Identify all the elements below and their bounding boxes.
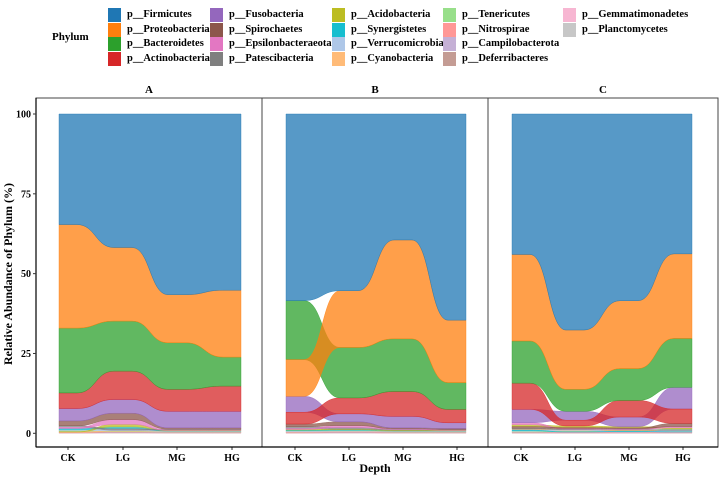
- flow-firmicutes: [58, 113, 242, 295]
- legend-label: p__Epsilonbacteraeota: [229, 38, 332, 49]
- x-tick-label: MG: [620, 453, 637, 464]
- y-tick-label: 100: [16, 110, 31, 121]
- legend-key-swatch: [332, 51, 345, 66]
- x-tick-label: CK: [514, 453, 529, 464]
- panels: A CK LG MG HG B CK LG MG HG C CK LG MG HG: [35, 84, 719, 464]
- y-axis-title: Relative Abundance of Phylum (%): [1, 183, 15, 365]
- x-tick-label: LG: [342, 453, 357, 464]
- x-tick-label: CK: [288, 453, 303, 464]
- panel-strip-title: B: [371, 84, 379, 96]
- legend-label: p__Bacteroidetes: [127, 38, 204, 49]
- x-tick-label: HG: [449, 453, 465, 464]
- y-tick-label: 25: [21, 349, 31, 360]
- legend-label: p__Campilobacterota: [462, 38, 560, 49]
- legend-label: p__Deferribacteres: [462, 52, 549, 64]
- legend-key-swatch: [443, 8, 456, 22]
- legend-label: p__Tenericutes: [462, 9, 530, 20]
- x-tick-label: LG: [116, 453, 131, 464]
- legend-key-swatch: [108, 22, 121, 37]
- legend-label: p__Proteobacteria: [127, 23, 210, 35]
- legend-key-swatch: [108, 51, 121, 66]
- legend-key-swatch: [210, 22, 223, 37]
- legend-title: Phylum: [52, 31, 89, 43]
- legend-label: p__Verrucomicrobia: [351, 38, 444, 49]
- legend-key-swatch: [210, 51, 223, 66]
- flow-firmicutes: [511, 113, 693, 331]
- legend-key-swatch: [332, 8, 345, 22]
- x-tick-label: MG: [394, 453, 411, 464]
- panel-A: A CK LG MG HG: [35, 84, 263, 464]
- flow-spirochaetes: [511, 423, 693, 430]
- panel-strip-title: C: [599, 84, 607, 96]
- legend-label: p__Cyanobacteria: [351, 52, 434, 64]
- legend-label: p__Acidobacteria: [351, 9, 431, 20]
- legend-key-swatch: [332, 37, 345, 51]
- legend-key-swatch: [563, 8, 576, 22]
- x-tick-label: HG: [224, 453, 240, 464]
- legend-label: p__Spirochaetes: [229, 23, 303, 35]
- y-axis: 0 25 50 75 100: [16, 98, 718, 448]
- legend-label: p__Synergistetes: [351, 23, 427, 35]
- legend-key-swatch: [210, 37, 223, 51]
- x-tick-label: HG: [675, 453, 691, 464]
- legend-label: p__Nitrospirae: [462, 23, 530, 35]
- legend-key-swatch: [443, 22, 456, 37]
- legend-key-swatch: [443, 37, 456, 51]
- legend-label: p__Planctomycetes: [582, 23, 668, 35]
- panel-strip-title: A: [145, 84, 153, 96]
- x-tick-label: MG: [168, 453, 185, 464]
- x-axis-title: Depth: [359, 461, 391, 475]
- panel-C: C CK LG MG HG: [487, 84, 719, 464]
- flow-actinobacteria: [511, 382, 693, 427]
- legend-key-swatch: [563, 22, 576, 37]
- x-tick-label: CK: [61, 453, 76, 464]
- legend-label: p__Gemmatimonadetes: [582, 9, 689, 20]
- y-tick-label: 50: [21, 269, 31, 280]
- legend-label: p__Actinobacteria: [127, 52, 210, 64]
- panel-B: B CK LG MG HG: [261, 84, 489, 464]
- legend-key-swatch: [332, 22, 345, 37]
- legend-key-swatch: [108, 8, 121, 22]
- legend-label: p__Fusobacteria: [229, 9, 304, 20]
- x-tick-label: LG: [568, 453, 583, 464]
- legend-key-swatch: [108, 37, 121, 51]
- legend-key-swatch: [443, 51, 456, 66]
- y-tick-label: 0: [26, 429, 31, 440]
- legend-label: p__Firmicutes: [127, 9, 192, 20]
- y-tick-label: 75: [21, 189, 31, 200]
- flow-firmicutes: [285, 113, 467, 321]
- legend-key-swatch: [210, 8, 223, 22]
- flow-synergistetes: [511, 429, 693, 433]
- legend-label: p__Patescibacteria: [229, 52, 314, 64]
